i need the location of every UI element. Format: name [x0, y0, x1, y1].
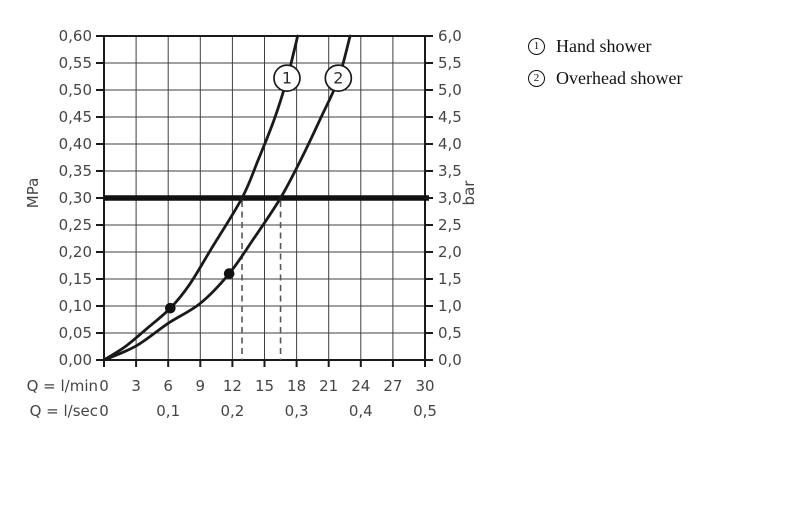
y-left-tick-label: 0,20	[59, 243, 92, 261]
x-tick-label-lmin: 3	[131, 377, 141, 395]
y-right-tick-label: 3,0	[438, 189, 462, 207]
legend-symbol-2-icon: 2	[528, 69, 545, 87]
curve-label-number: 1	[282, 69, 292, 88]
y-right-tick-label: 0,0	[438, 351, 462, 369]
x-axis: 0 3 6 9 12 15 18 21 24 27 30 0 0,1 0,2 0,3 0,4 0,5 Q = l/…	[27, 360, 437, 420]
y-right-tick-label: 4,0	[438, 135, 462, 153]
y-left-tick-label: 0,35	[59, 162, 92, 180]
y-left-tick-label: 0,40	[59, 135, 92, 153]
legend-label-overhead-shower: Overhead shower	[556, 67, 683, 88]
x-tick-label-lmin: 15	[255, 377, 274, 395]
legend: 1 Hand shower 2 Overhead shower	[528, 36, 682, 100]
flow-pressure-chart: 0,000,050,100,150,200,250,300,350,400,45…	[24, 27, 478, 420]
dashed-flow-lines	[241, 201, 282, 360]
y-right-tick-label: 5,5	[438, 54, 462, 72]
x-tick-label-lmin: 0	[99, 377, 109, 395]
x-tick-label-lmin: 27	[383, 377, 402, 395]
y-right-tick-label: 6,0	[438, 27, 462, 45]
y-right-tick-label: 1,5	[438, 270, 462, 288]
y-left-tick-label: 0,45	[59, 108, 92, 126]
x-tick-label-lsec: 0,2	[220, 402, 244, 420]
x-tick-label-lmin: 9	[196, 377, 206, 395]
y-axis-left-unit-mpa: MPa	[24, 178, 42, 209]
y-axis-left: 0,00 0,05 0,10 0,15 0,20 0,25 0,30 0,35 0,40 0,45…	[59, 27, 104, 369]
y-left-tick-label: 0,30	[59, 189, 92, 207]
y-left-tick-label: 0,50	[59, 81, 92, 99]
marker-dot-series-2	[223, 268, 235, 279]
x-tick-label-lsec: 0,1	[156, 402, 180, 420]
x-tick-label-lmin: 30	[415, 377, 434, 395]
x-axis-unit-lmin: Q = l/min	[27, 377, 98, 395]
curve-1-hand-shower	[102, 34, 300, 362]
x-tick-label-lmin: 6	[163, 377, 173, 395]
y-right-tick-label: 5,0	[438, 81, 462, 99]
y-left-tick-label: 0,60	[59, 27, 92, 45]
legend-item-hand-shower: 1 Hand shower	[528, 36, 682, 56]
y-left-tick-label: 0,00	[59, 351, 92, 369]
x-tick-label-lmin: 12	[223, 377, 242, 395]
legend-symbol-1-icon: 1	[528, 37, 545, 55]
x-tick-label-lmin: 21	[319, 377, 338, 395]
marker-dot-series-1	[165, 302, 176, 314]
x-tick-label-lsec: 0,4	[349, 402, 373, 420]
y-right-tick-label: 4,5	[438, 108, 462, 126]
legend-label-hand-shower: Hand shower	[556, 35, 652, 56]
curve-label-circle-outline	[273, 64, 301, 92]
y-left-tick-label: 0,10	[59, 297, 92, 315]
y-right-tick-label: 2,0	[438, 243, 462, 261]
y-left-tick-label: 0,15	[59, 270, 92, 288]
x-tick-label-lsec: 0,3	[285, 402, 309, 420]
curve-label-circle-1: 1	[273, 64, 301, 92]
y-left-tick-label: 0,25	[59, 216, 92, 234]
y-right-tick-label: 0,5	[438, 324, 462, 342]
x-tick-label-lsec: 0,5	[413, 402, 437, 420]
y-right-tick-label: 1,0	[438, 297, 462, 315]
x-tick-label-lmin: 24	[351, 377, 370, 395]
x-tick-label-lsec: 0	[99, 402, 109, 420]
curve-label-circle-outline	[324, 64, 353, 92]
y-right-tick-label: 2,5	[438, 216, 462, 234]
y-axis-right-unit-bar: bar	[460, 180, 478, 206]
curve-2-overhead-shower	[102, 34, 352, 362]
x-axis-unit-lsec: Q = l/sec	[30, 402, 98, 420]
curve-label-circle-2: 2	[324, 64, 353, 92]
y-left-tick-label: 0,55	[59, 54, 92, 72]
curve-label-number: 2	[333, 69, 343, 88]
y-axis-right: 0,0 0,5 1,0 1,5 2,0 2,5 3,0 3,5 4,0 4,5 5,0 5,5 6,0	[425, 27, 462, 369]
y-right-tick-label: 3,5	[438, 162, 462, 180]
y-left-tick-label: 0,05	[59, 324, 92, 342]
x-tick-label-lmin: 18	[287, 377, 306, 395]
legend-item-overhead-shower: 2 Overhead shower	[528, 68, 682, 88]
